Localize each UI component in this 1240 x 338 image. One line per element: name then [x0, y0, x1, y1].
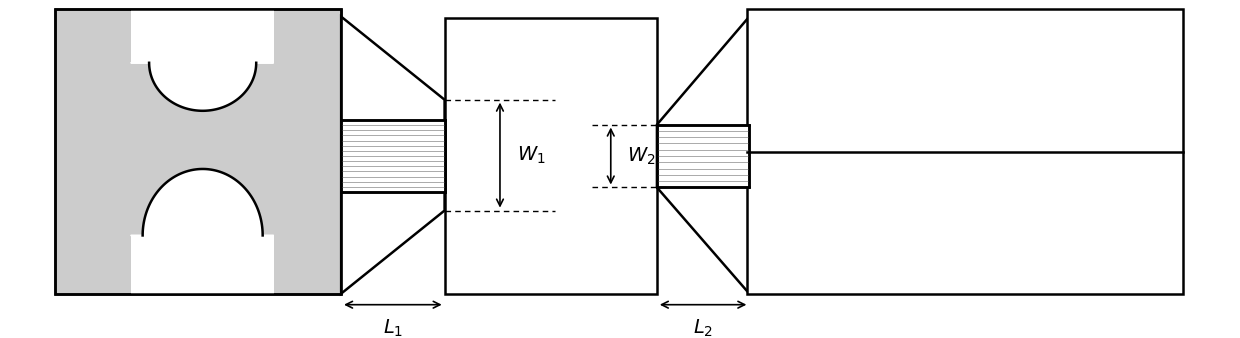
Text: $L_1$: $L_1$: [383, 318, 403, 338]
Polygon shape: [657, 17, 749, 294]
Bar: [55, 9, 341, 294]
Text: $W_2$: $W_2$: [627, 145, 656, 167]
Bar: [130, 236, 274, 294]
Bar: [748, 9, 1183, 294]
Text: $W_1$: $W_1$: [517, 144, 546, 166]
Bar: [130, 9, 274, 63]
Polygon shape: [130, 63, 274, 111]
Polygon shape: [130, 169, 274, 236]
Text: $L_2$: $L_2$: [693, 318, 713, 338]
Bar: [445, 19, 657, 294]
Bar: [657, 125, 749, 188]
Polygon shape: [341, 17, 445, 294]
Bar: [341, 120, 445, 192]
Bar: [55, 9, 341, 294]
